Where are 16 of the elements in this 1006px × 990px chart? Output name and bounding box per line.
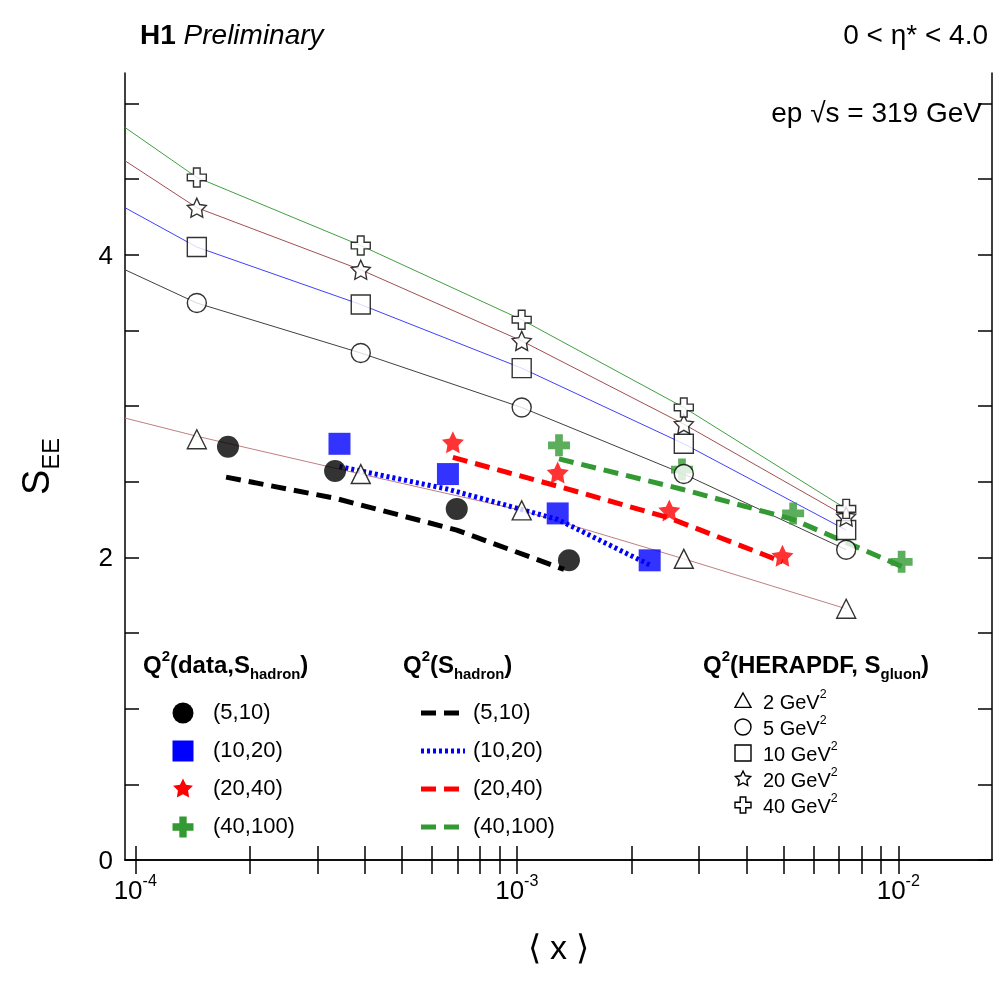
legend-label: (40,100) [213,812,295,838]
chart-title: H1 Preliminary [140,18,326,50]
legend-label: (20,40) [473,774,543,800]
y-tick-label: 4 [98,239,113,270]
x-axis-title: ⟨ x ⟩ [527,928,590,966]
annotation: ep √s = 319 GeV [771,96,983,128]
legend-label: (40,100) [473,812,555,838]
legend-label: (10,20) [473,736,543,762]
legend-label: (5,10) [213,698,271,724]
y-tick-label: 0 [98,845,113,875]
text: 0 < η* < 4.0 [843,18,989,50]
legend-label: (20,40) [213,774,283,800]
legend-label: (10,20) [213,736,283,762]
y-tick-label: 2 [98,542,113,573]
y-axis-title: SEE [15,438,64,495]
legend-label: (5,10) [473,698,531,724]
